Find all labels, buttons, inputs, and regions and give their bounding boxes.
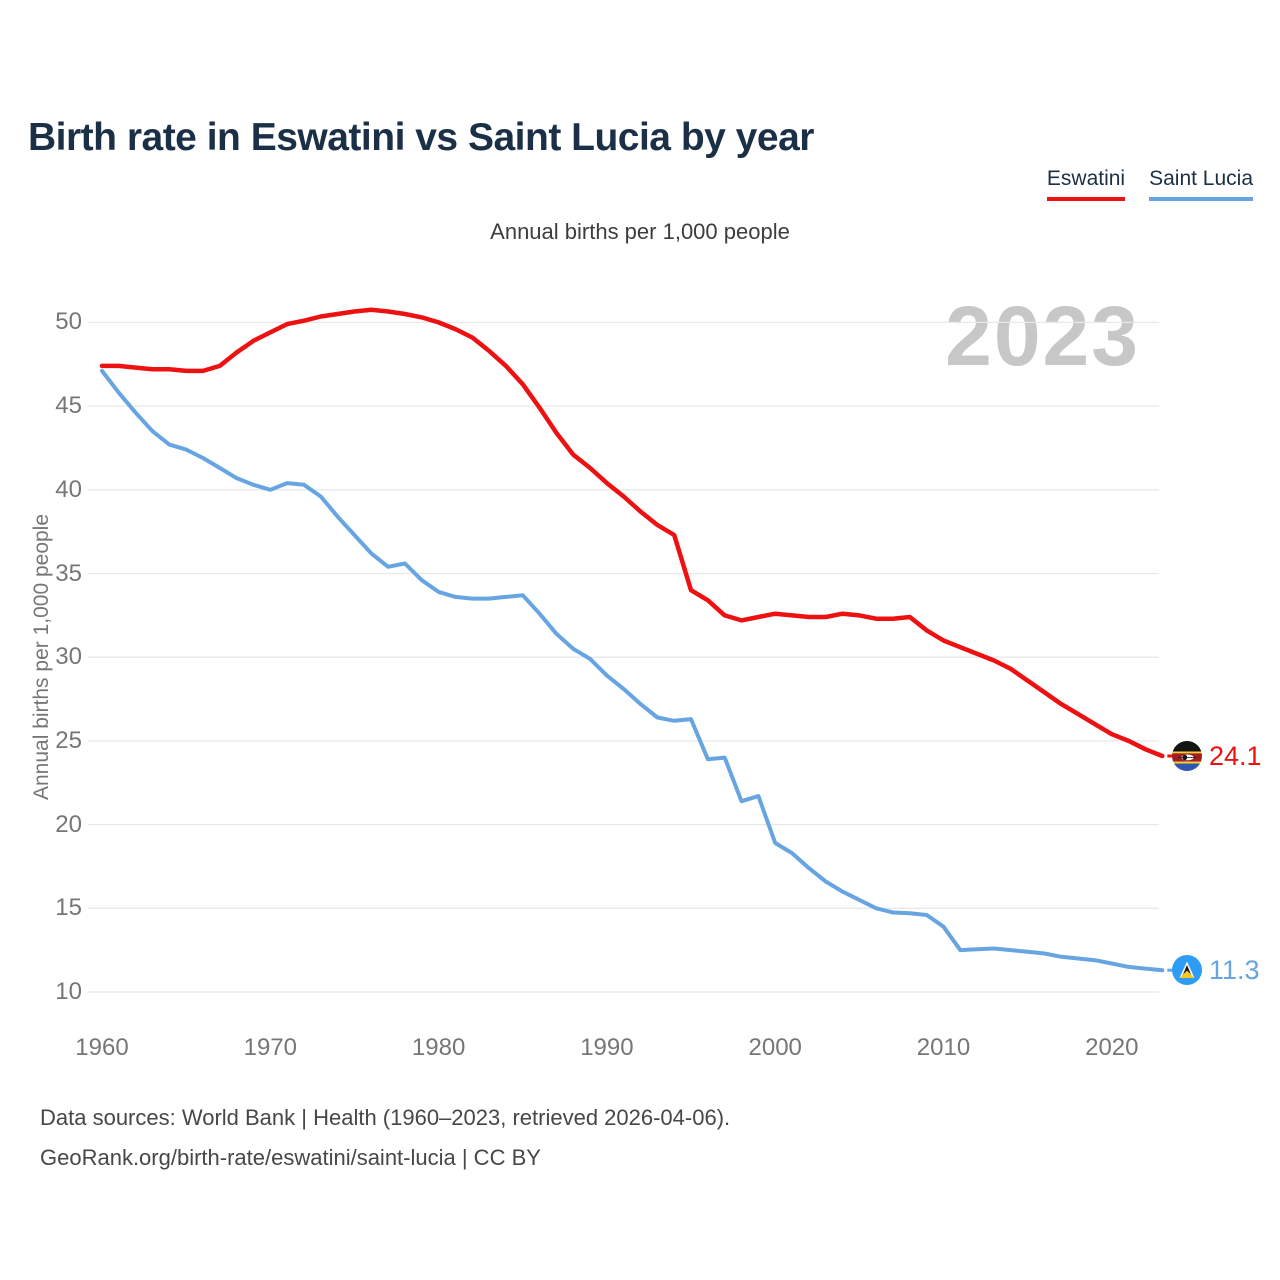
y-tick-label-40: 40 <box>55 475 82 503</box>
y-tick-label-30: 30 <box>55 643 82 671</box>
footer-data-sources: Data sources: World Bank | Health (1960–… <box>40 1105 731 1130</box>
watermark-year: 2023 <box>945 289 1140 383</box>
legend-item-eswatini[interactable]: Eswatini <box>1046 167 1126 201</box>
chart-lines <box>99 307 1174 973</box>
legend-label-eswatini: Eswatini <box>1046 167 1126 190</box>
saint-lucia-end-value: 11.3 <box>1209 955 1260 985</box>
legend: Eswatini Saint Lucia <box>1046 167 1253 201</box>
eswatini-line <box>99 307 1165 759</box>
legend-label-saint-lucia: Saint Lucia <box>1149 167 1253 190</box>
eswatini-flag-icon <box>1172 741 1202 771</box>
chart-subtitle: Annual births per 1,000 people <box>490 219 790 244</box>
gridlines <box>88 321 1159 993</box>
page-title: Birth rate in Eswatini vs Saint Lucia by… <box>28 116 814 160</box>
y-tick-label-20: 20 <box>55 810 82 838</box>
footer-attribution: GeoRank.org/birth-rate/eswatini/saint-lu… <box>40 1145 541 1170</box>
x-tick-label-2010: 2010 <box>916 1034 971 1061</box>
x-tick-label-1980: 1980 <box>411 1034 466 1061</box>
y-tick-label-10: 10 <box>55 978 82 1005</box>
y-tick-label-50: 50 <box>55 308 82 336</box>
y-tick-label-15: 15 <box>55 894 82 922</box>
x-tick-label-1960: 1960 <box>75 1034 129 1061</box>
saint-lucia-line <box>100 368 1165 973</box>
legend-item-saint-lucia[interactable]: Saint Lucia <box>1149 167 1253 201</box>
x-tick-label-2020: 2020 <box>1085 1034 1139 1061</box>
saint-lucia-flag-icon <box>1172 955 1202 985</box>
y-tick-label-45: 45 <box>55 392 82 420</box>
y-tick-label-25: 25 <box>55 726 82 754</box>
x-tick-label-2000: 2000 <box>748 1034 802 1061</box>
eswatini-end-value: 24.1 <box>1209 741 1262 771</box>
x-tick-label-1990: 1990 <box>580 1034 634 1061</box>
y-tick-label-35: 35 <box>55 559 82 587</box>
x-tick-label-1970: 1970 <box>243 1034 297 1061</box>
